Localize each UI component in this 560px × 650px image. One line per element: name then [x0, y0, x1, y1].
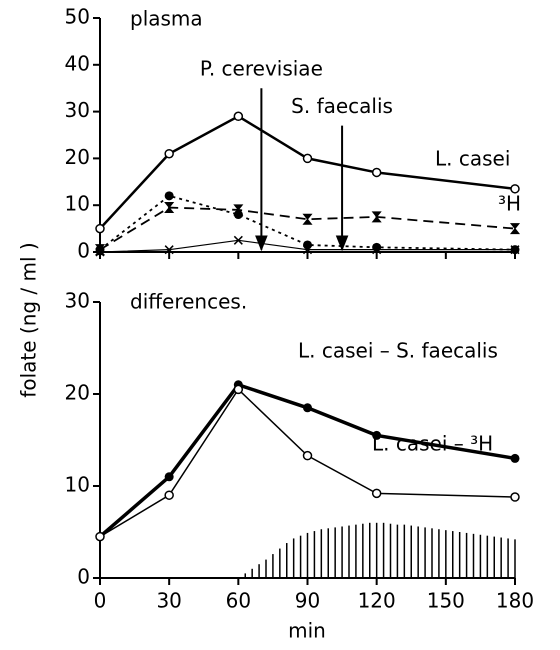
x-tick-label: 180: [496, 589, 534, 613]
series-label: ³H: [498, 192, 521, 216]
point: [164, 202, 175, 214]
point: [233, 111, 244, 122]
point: [233, 384, 244, 395]
series-label: L. casei – S. faecalis: [298, 339, 498, 363]
y-tick-label: 10: [65, 192, 90, 216]
y-tick-label: 0: [77, 239, 90, 263]
point: [510, 184, 520, 194]
x-tick-label: 30: [156, 589, 181, 613]
point: [372, 245, 382, 255]
point: [302, 213, 313, 225]
point: [164, 191, 174, 201]
series-label: L. casei: [435, 147, 510, 171]
y-tick-label: 20: [65, 145, 90, 169]
panel-title: differences.: [130, 290, 247, 314]
point: [371, 167, 382, 178]
point: [509, 223, 521, 235]
point: [303, 240, 312, 250]
annotation-label: S. faecalis: [291, 94, 393, 118]
series-line: [99, 388, 516, 538]
point: [510, 245, 520, 255]
point: [372, 430, 382, 440]
point: [371, 211, 382, 223]
point: [510, 492, 520, 502]
y-axis-label: folate (ng / ml ): [17, 242, 41, 397]
point: [510, 453, 520, 463]
point: [164, 472, 174, 482]
series-label: L. casei – ³H: [372, 432, 493, 456]
x-axis-label: min: [288, 619, 326, 643]
point: [164, 245, 174, 255]
panel-title: plasma: [130, 7, 203, 31]
y-tick-label: 10: [65, 473, 90, 497]
point: [302, 245, 313, 255]
y-tick-label: 30: [65, 98, 90, 122]
y-tick-label: 20: [65, 381, 90, 405]
x-tick-label: 150: [427, 589, 465, 613]
point: [164, 490, 174, 500]
x-tick-label: 60: [226, 589, 251, 613]
point: [302, 153, 313, 164]
point: [371, 488, 382, 499]
y-tick-label: 40: [65, 51, 90, 75]
point: [95, 247, 105, 257]
point: [302, 450, 313, 461]
series-line: [99, 239, 515, 253]
annotation-label: P. cerevisiae: [200, 57, 323, 81]
x-tick-label: 90: [295, 589, 320, 613]
y-tick-label: 0: [77, 565, 90, 589]
series-line: [99, 206, 516, 251]
point: [164, 148, 174, 159]
series-line: [99, 194, 516, 251]
point: [233, 210, 243, 220]
point: [95, 223, 105, 234]
y-tick-label: 30: [65, 289, 90, 313]
y-tick-label: 50: [65, 5, 90, 29]
point: [95, 531, 105, 542]
series-line: [99, 114, 516, 230]
point: [233, 235, 243, 245]
x-tick-label: 120: [358, 589, 396, 613]
series-line: [98, 382, 516, 538]
x-tick-label: 0: [94, 589, 107, 613]
point: [303, 403, 312, 413]
